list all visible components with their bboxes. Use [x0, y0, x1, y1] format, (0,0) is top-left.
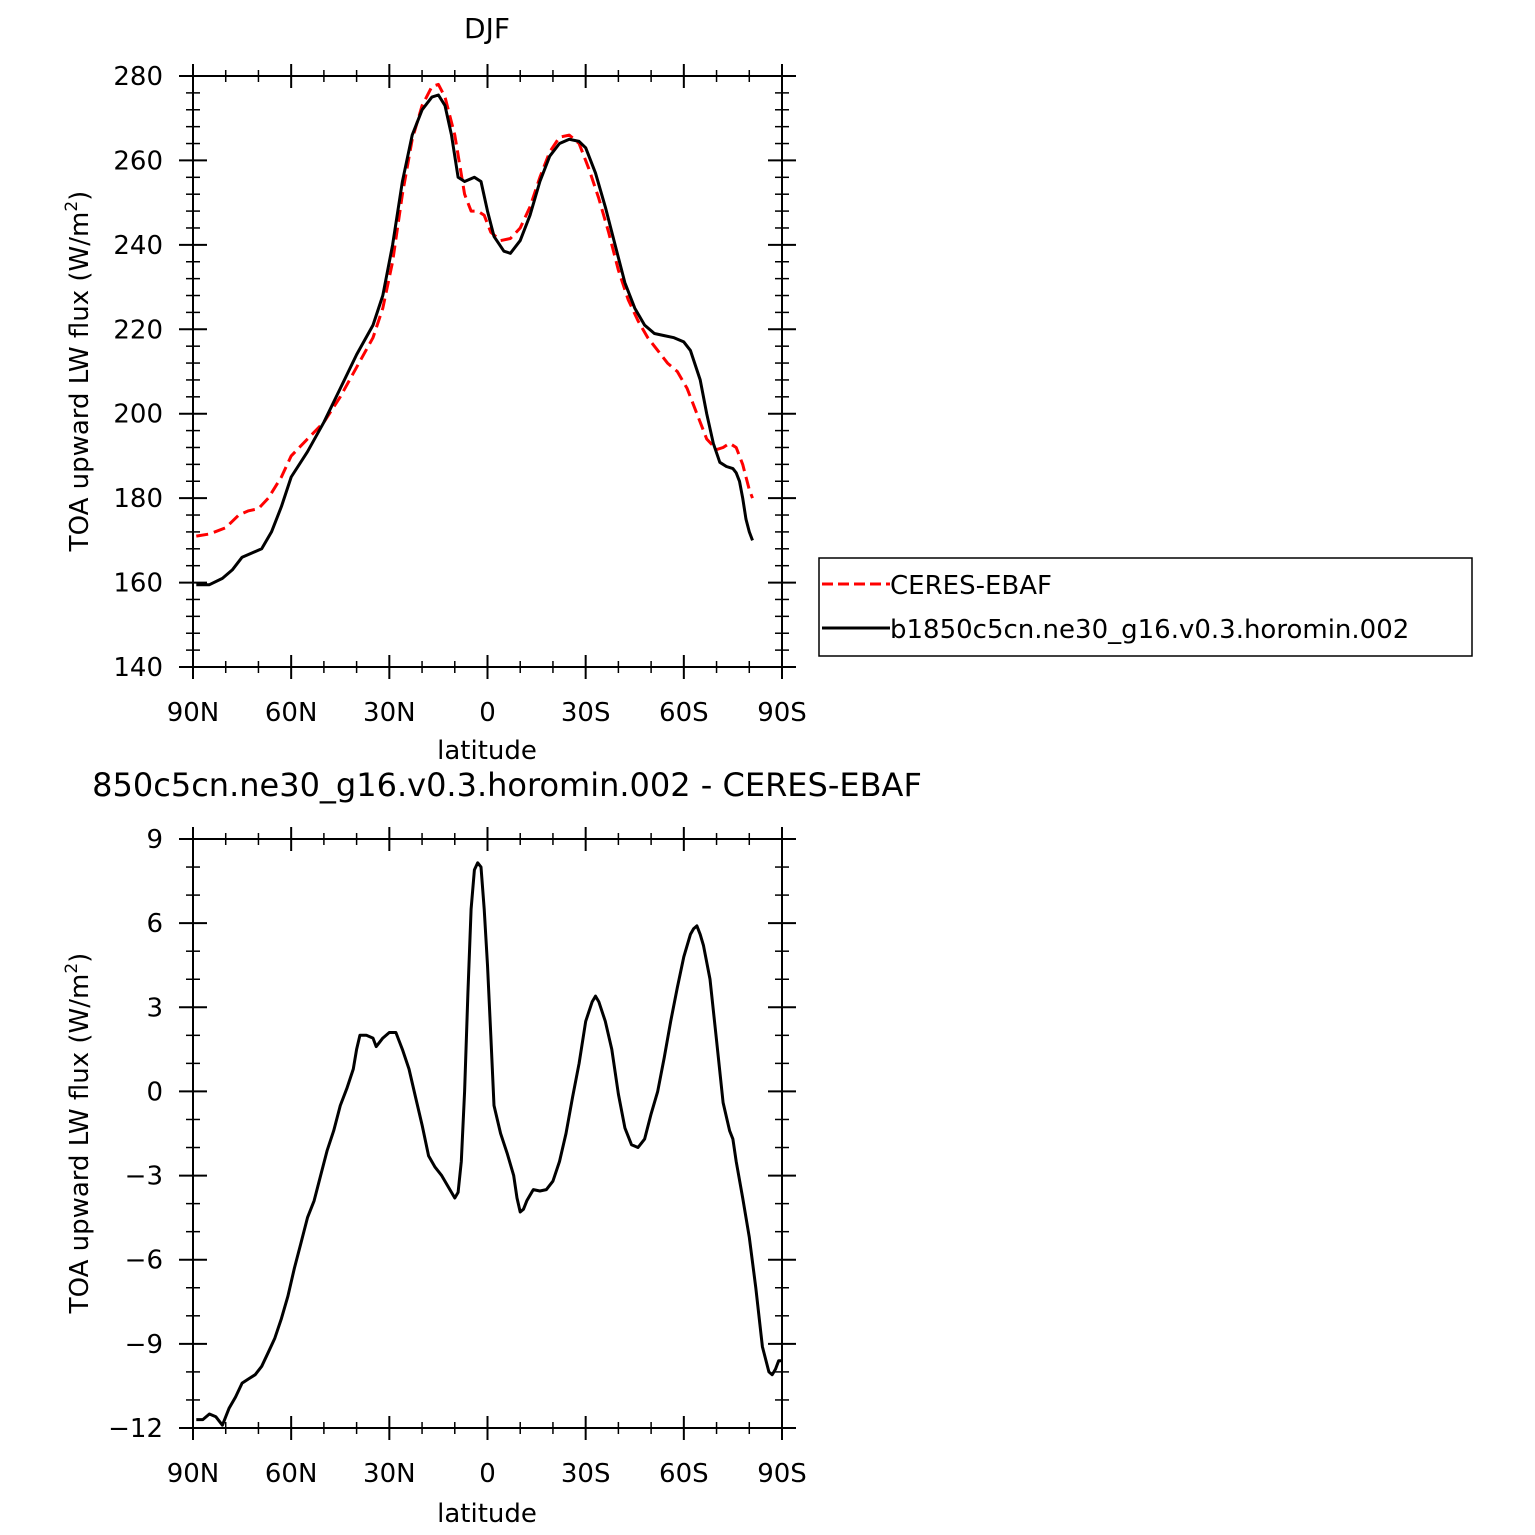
top-y-tick-label: 260: [113, 146, 163, 176]
top-y-tick-labels: 140 160 180 200 220 240 260 280: [113, 62, 163, 683]
top-series-line-0: [196, 82, 754, 538]
top-x-tick-label: 60N: [265, 698, 318, 728]
bottom-x-tick-label: 90N: [167, 1459, 220, 1489]
top-series-line-1: [196, 93, 754, 587]
top-y-tick-label: 200: [113, 400, 163, 430]
bottom-y-tick-labels: −12 −9 −6 −3 0 3 6 9: [108, 825, 163, 1444]
bottom-chart-title: 850c5cn.ne30_g16.v0.3.horomin.002 - CERE…: [92, 766, 922, 804]
bottom-x-tick-label: 90S: [757, 1459, 807, 1489]
bottom-y-tick-label: 6: [146, 909, 163, 939]
top-y-tick-label: 220: [113, 315, 163, 345]
top-x-tick-label: 0: [479, 698, 496, 728]
bottom-panel: 850c5cn.ne30_g16.v0.3.horomin.002 - CERE…: [62, 766, 922, 1529]
top-y-tick-label: 280: [113, 62, 163, 92]
bottom-x-tick-label: 30S: [561, 1459, 611, 1489]
bottom-y-axis-label-sup: 2: [62, 963, 82, 974]
bottom-y-tick-label: −6: [125, 1246, 163, 1276]
bottom-x-axis-label: latitude: [437, 1499, 537, 1529]
legend: CERES-EBAF b1850c5cn.ne30_g16.v0.3.horom…: [818, 557, 1473, 657]
bottom-x-tick-label: 0: [479, 1459, 496, 1489]
top-x-tick-label: 30N: [363, 698, 416, 728]
bottom-x-tick-label: 30N: [363, 1459, 416, 1489]
top-x-tick-label: 90N: [167, 698, 220, 728]
top-x-tick-label: 30S: [561, 698, 611, 728]
top-x-axis-label: latitude: [437, 736, 537, 766]
bottom-y-tick-label: 3: [146, 993, 163, 1023]
top-y-axis-label-tail: ): [65, 191, 95, 201]
bottom-y-axis-label-main: TOA upward LW flux (W/m: [65, 974, 95, 1315]
bottom-y-axis-label: TOA upward LW flux (W/m2): [62, 953, 95, 1315]
top-y-axis-label: TOA upward LW flux (W/m2): [62, 191, 95, 553]
bottom-series-line-0: [196, 861, 782, 1427]
bottom-x-tick-label: 60N: [265, 1459, 318, 1489]
bottom-y-tick-label: −9: [125, 1330, 163, 1360]
bottom-y-axis-label-tail: ): [65, 953, 95, 963]
top-x-tick-label: 90S: [757, 698, 807, 728]
top-axis-ticks: [179, 64, 796, 679]
bottom-y-tick-label: 0: [146, 1077, 163, 1107]
legend-label-ceres: CERES-EBAF: [890, 571, 1052, 601]
bottom-y-tick-label: −12: [108, 1414, 163, 1444]
top-x-tick-labels: 90N 60N 30N 0 30S 60S 90S: [167, 698, 807, 728]
bottom-y-tick-label: 9: [146, 825, 163, 855]
legend-label-model: b1850c5cn.ne30_g16.v0.3.horomin.002: [890, 615, 1409, 645]
bottom-x-tick-label: 60S: [659, 1459, 709, 1489]
top-y-tick-label: 180: [113, 484, 163, 514]
bottom-series-group: [196, 861, 782, 1427]
top-series-group: [196, 82, 754, 587]
top-plot-frame: [192, 75, 783, 668]
top-y-tick-label: 240: [113, 231, 163, 261]
top-y-axis-label-main: TOA upward LW flux (W/m: [65, 212, 95, 553]
top-y-tick-label: 160: [113, 569, 163, 599]
top-y-tick-label: 140: [113, 653, 163, 683]
bottom-plot-frame: [192, 838, 783, 1429]
top-panel: DJF 90N 60N 30N 0 30S 60S 90S 140 160 180 200 220 2…: [62, 12, 807, 766]
bottom-x-tick-labels: 90N 60N 30N 0 30S 60S 90S: [167, 1459, 807, 1489]
top-x-tick-label: 60S: [659, 698, 709, 728]
top-y-axis-label-sup: 2: [62, 201, 82, 212]
bottom-y-tick-label: −3: [125, 1162, 163, 1192]
legend-box: [818, 557, 1473, 657]
top-chart-title: DJF: [464, 12, 510, 45]
